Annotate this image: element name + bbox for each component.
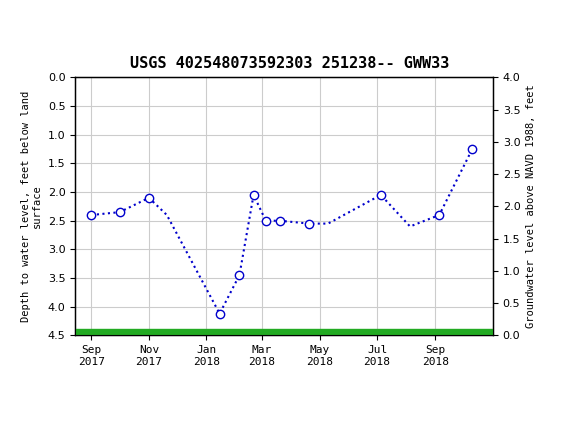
- Text: USGS 402548073592303 251238-- GWW33: USGS 402548073592303 251238-- GWW33: [130, 56, 450, 71]
- Text: ≡USGS: ≡USGS: [12, 16, 70, 35]
- Y-axis label: Depth to water level, feet below land
surface: Depth to water level, feet below land su…: [21, 91, 42, 322]
- Bar: [75, 329, 493, 335]
- Y-axis label: Groundwater level above NAVD 1988, feet: Groundwater level above NAVD 1988, feet: [526, 85, 536, 328]
